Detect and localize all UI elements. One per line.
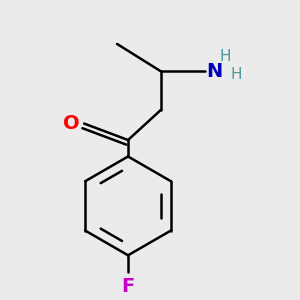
Text: F: F [122, 277, 135, 296]
Text: N: N [206, 62, 223, 81]
Text: H: H [231, 67, 242, 82]
Text: H: H [220, 49, 232, 64]
Text: O: O [64, 114, 80, 133]
